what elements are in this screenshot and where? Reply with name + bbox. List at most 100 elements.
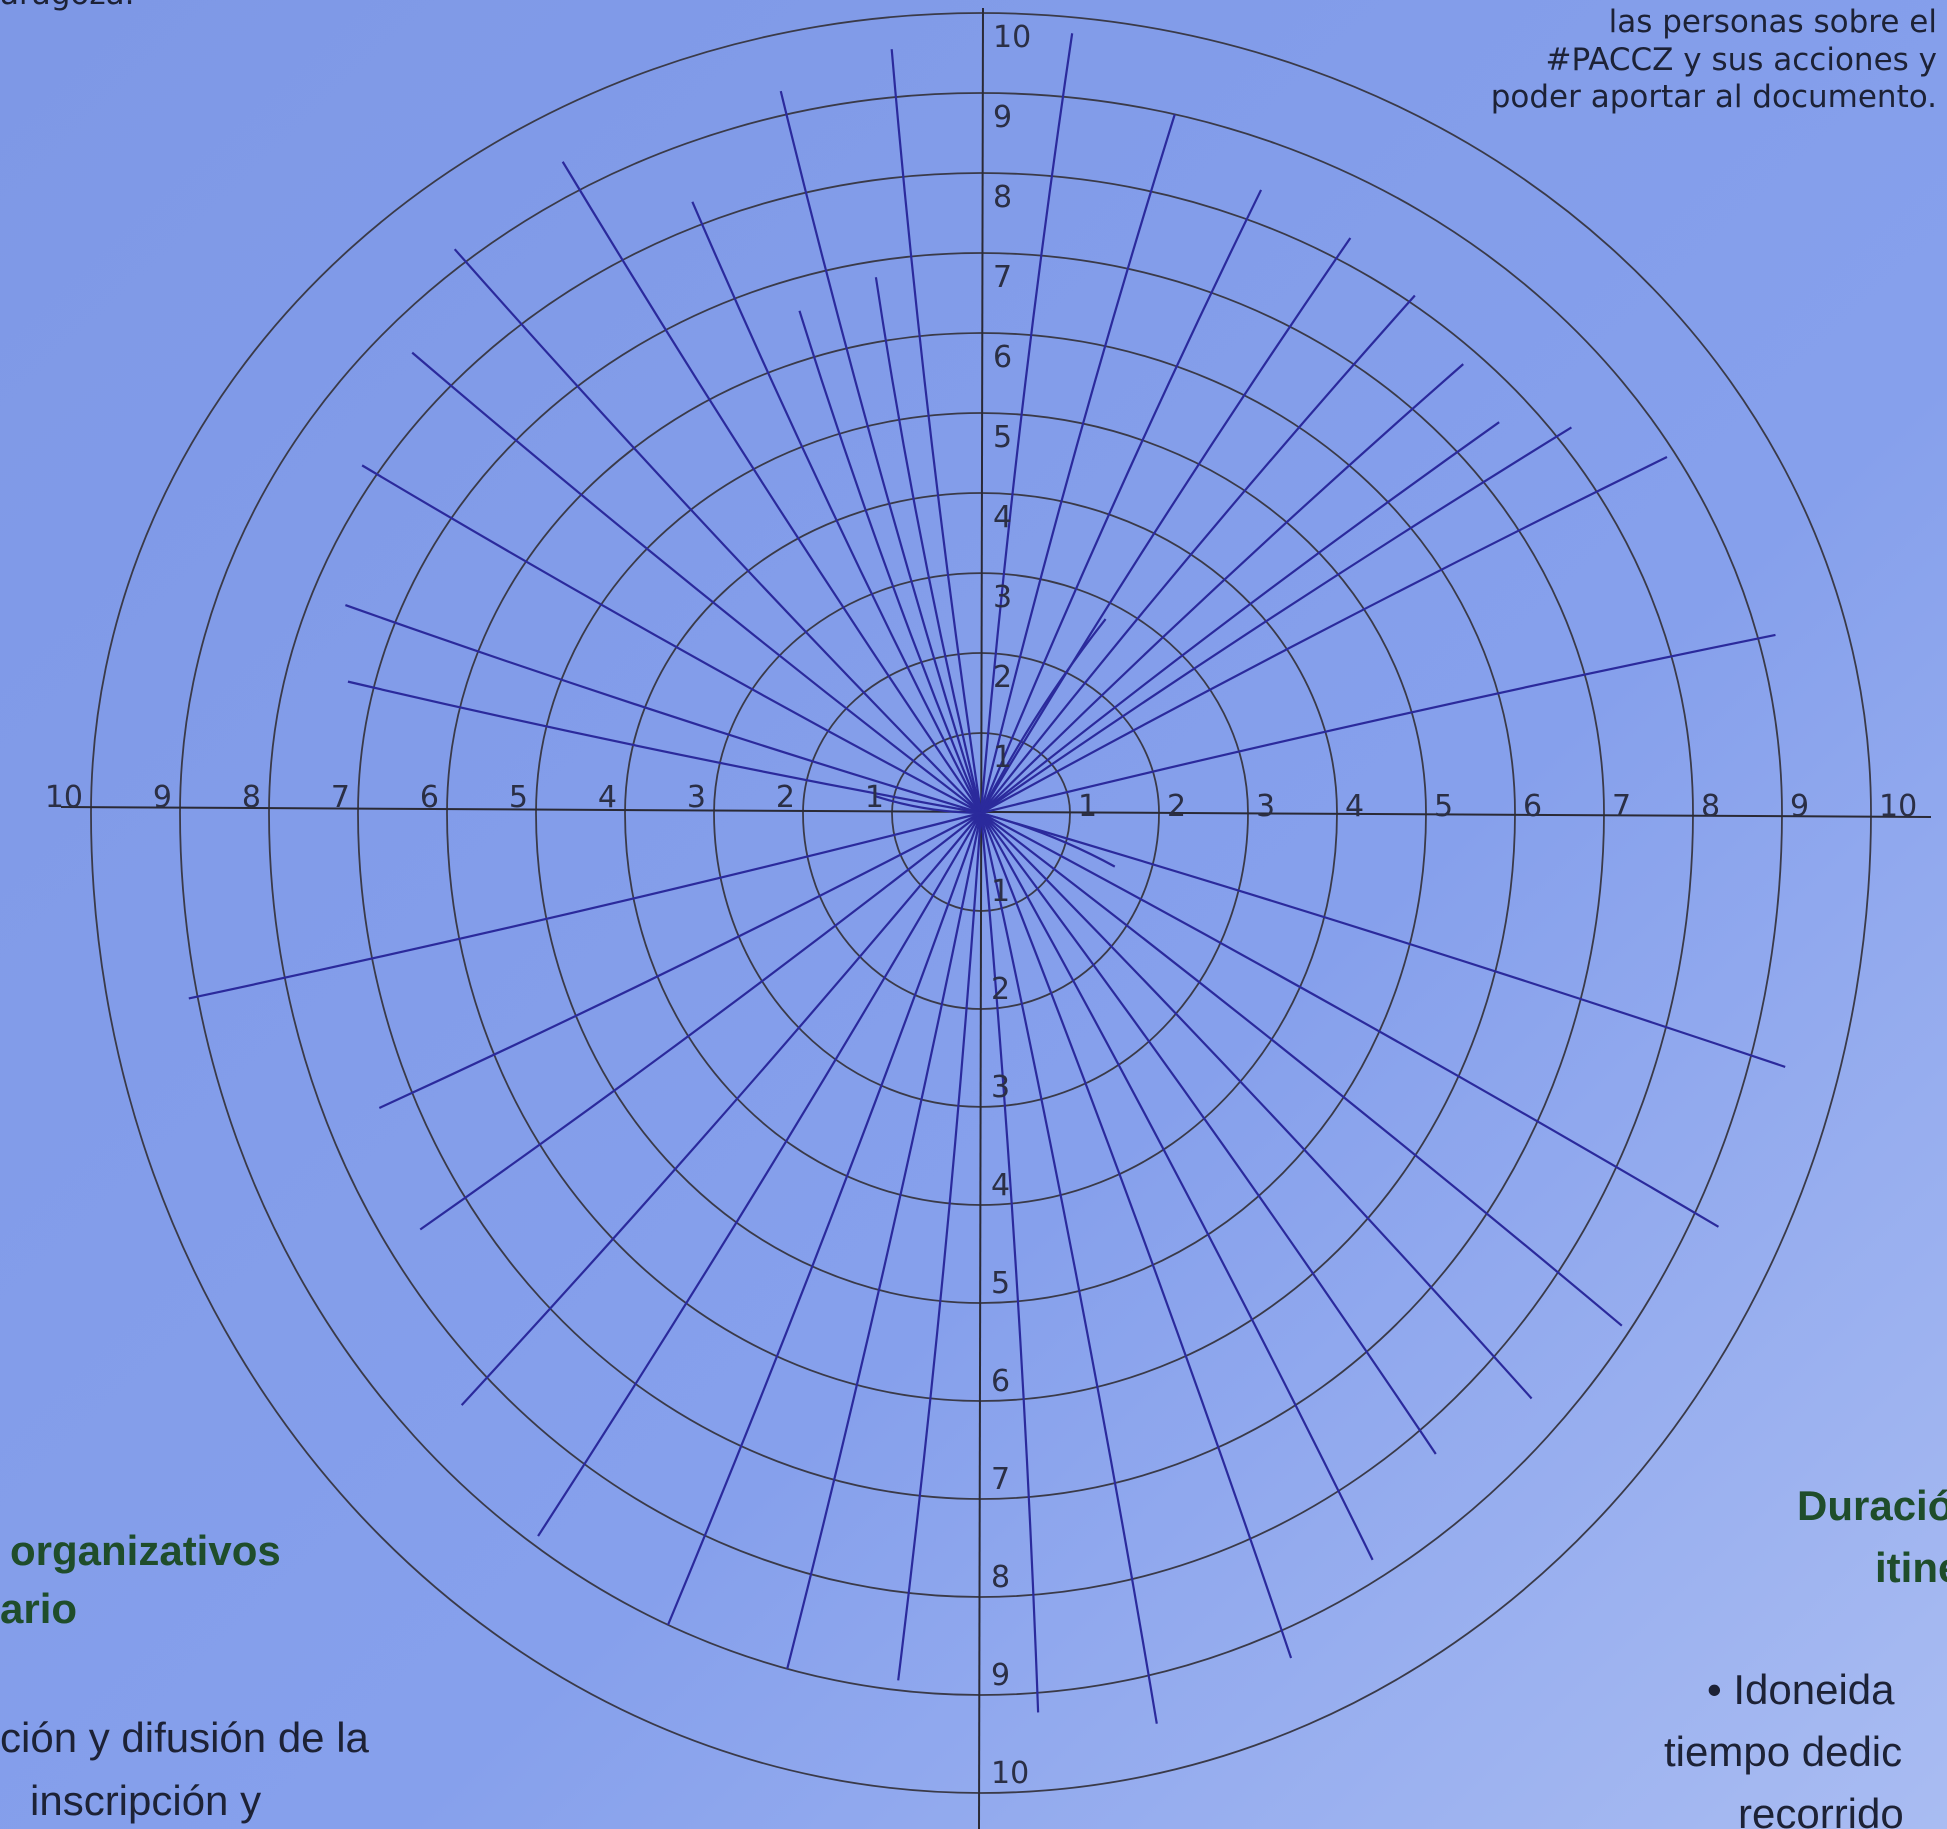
pen-line <box>453 248 982 814</box>
pen-lines <box>188 33 1786 1724</box>
pen-line <box>979 812 1040 1713</box>
section-text: recorrido <box>1738 1790 1904 1829</box>
scale-label: 3 <box>687 780 706 815</box>
pen-line <box>980 237 1352 814</box>
pen-line <box>980 812 1533 1400</box>
scale-label: 1 <box>993 740 1012 775</box>
header-text: las personas sobre el <box>1609 4 1937 40</box>
pen-line <box>460 812 982 1406</box>
section-text: • Idoneida <box>1707 1666 1895 1713</box>
pen-line <box>980 456 1668 814</box>
pen-line <box>980 294 1416 814</box>
pen-line <box>411 351 982 814</box>
section-text: ción y difusión de la <box>0 1714 370 1761</box>
pen-line <box>979 812 1293 1659</box>
ring <box>179 92 1783 1696</box>
ring <box>90 12 1872 1794</box>
pen-line <box>347 680 982 815</box>
scale-label: 8 <box>993 180 1012 215</box>
scale-label: 1 <box>991 874 1010 909</box>
scale-label: 5 <box>509 780 528 815</box>
pen-line <box>779 90 983 814</box>
pen-line <box>980 421 1500 814</box>
ring <box>624 492 1338 1206</box>
rings <box>60 7 1932 1829</box>
scale-label: 10 <box>991 1756 1029 1791</box>
section-title: ario <box>0 1585 77 1632</box>
scale-label: 6 <box>1523 789 1542 824</box>
ring <box>713 572 1249 1108</box>
scale-label: 7 <box>331 780 350 815</box>
section-title: Duració <box>1797 1482 1947 1529</box>
pen-line <box>979 812 1158 1724</box>
scale-label: 6 <box>993 340 1012 375</box>
pen-line <box>798 310 983 814</box>
scale-label: 2 <box>991 972 1010 1007</box>
header-text: poder aportar al documento. <box>1491 79 1937 115</box>
scale-label: 4 <box>1345 789 1364 824</box>
scale-label: 6 <box>420 780 439 815</box>
section-text: tiempo dedic <box>1664 1728 1902 1775</box>
ring <box>357 252 1605 1500</box>
pen-line <box>980 812 1720 1228</box>
pen-line <box>980 363 1464 814</box>
pen-line <box>537 812 982 1537</box>
scale-label: 3 <box>993 580 1012 615</box>
pen-line <box>980 812 1437 1455</box>
pen-line <box>890 49 983 814</box>
pen-line <box>979 114 1176 814</box>
scale-label: 1 <box>1078 789 1097 824</box>
header-text: #PACCZ y sus acciones y <box>1546 42 1937 78</box>
pen-line <box>980 812 1623 1327</box>
scale-label: 10 <box>993 20 1031 55</box>
scale-label: 5 <box>991 1266 1010 1301</box>
scale-label: 5 <box>1434 789 1453 824</box>
scale-label: 8 <box>242 780 261 815</box>
pen-line <box>980 633 1776 815</box>
pen-line <box>980 426 1572 814</box>
pen-line <box>979 189 1263 814</box>
scale-label: 4 <box>991 1168 1010 1203</box>
pen-line <box>897 812 983 1681</box>
pen-line <box>188 811 982 1000</box>
scale-label: 2 <box>993 660 1012 695</box>
scale-labels: 1 1 1 1 2 2 2 2 3 3 3 3 4 4 4 4 5 5 5 5 6 6 6 6 7 7 7 7 8 8 8 8 9 9 9 9 10 10… <box>45 20 1917 1791</box>
header-text: aragoza. <box>0 0 135 12</box>
pen-line <box>667 812 983 1626</box>
scale-label: 2 <box>776 780 795 815</box>
section-text: inscripción y <box>30 1777 261 1824</box>
scale-label: 9 <box>993 100 1012 135</box>
pen-line <box>980 811 1786 1068</box>
scale-label: 4 <box>598 780 617 815</box>
axis <box>60 806 1932 818</box>
scale-label: 5 <box>993 420 1012 455</box>
scale-label: 6 <box>991 1364 1010 1399</box>
ring <box>535 412 1427 1304</box>
scale-label: 8 <box>991 1560 1010 1595</box>
scale-label: 3 <box>991 1070 1010 1105</box>
scale-label: 3 <box>1256 789 1275 824</box>
scale-label: 1 <box>865 780 884 815</box>
ring <box>268 172 1694 1598</box>
scale-label: 8 <box>1701 789 1720 824</box>
axis <box>978 7 984 1829</box>
pen-line <box>875 795 982 815</box>
scale-label: 10 <box>45 780 83 815</box>
pen-line <box>979 33 1074 814</box>
scale-label: 2 <box>1167 789 1186 824</box>
pen-line <box>378 812 982 1109</box>
scale-label: 10 <box>1879 789 1917 824</box>
ring <box>446 332 1516 1402</box>
scale-label: 7 <box>1612 789 1631 824</box>
pen-line <box>361 464 982 814</box>
pen-line <box>345 604 982 815</box>
pen-line <box>786 812 983 1670</box>
section-title: itine <box>1875 1544 1947 1591</box>
pen-line <box>874 277 983 814</box>
pen-line <box>980 811 1116 868</box>
scale-label: 7 <box>991 1462 1010 1497</box>
scale-label: 9 <box>1790 789 1809 824</box>
pen-line <box>980 618 1107 814</box>
